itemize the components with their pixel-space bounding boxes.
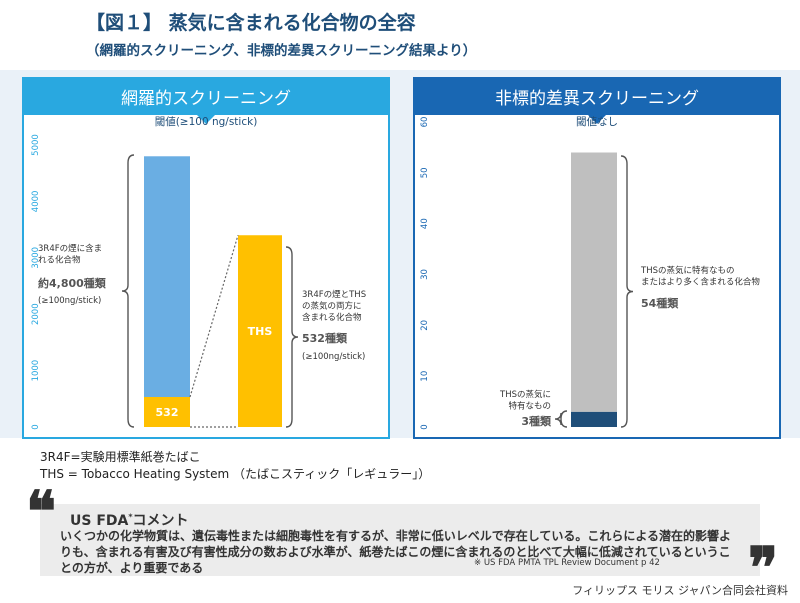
panel-header-band: [415, 79, 779, 124]
y-tick-label-5: 50: [420, 167, 430, 178]
y-tick-label-2: 2000: [31, 303, 41, 325]
open-quote-icon: ❝: [26, 479, 57, 545]
annotation-common-label-line-2: 含まれる化合物: [302, 312, 362, 323]
fda-comment-title-org: US FDA: [70, 513, 129, 529]
y-tick-label-6: 60: [420, 117, 430, 128]
bar-3r4f-segment-0: [144, 396, 190, 427]
fda-comment-body: いくつかの化学物質は、遺伝毒性または細胞毒性を有するが、非常に低いレベルで存在し…: [60, 529, 732, 575]
fda-comment-title-suffix: コメント: [132, 513, 189, 529]
differential-screening-panel: 非標的差異スクリーニング閾値なし 0 10 20 30 40 50 60 THSの蒸気に特有なも…: [413, 77, 781, 439]
bracket-ths-specific: [620, 155, 634, 428]
bar-ths-segment-label-0: THS: [248, 325, 273, 338]
y-tick-label-3: 3000: [31, 247, 41, 269]
bar-ths-segment-1: [571, 152, 617, 412]
y-tick-label-1: 10: [420, 371, 430, 382]
fda-comment-title-mark: *: [128, 512, 133, 522]
panel-threshold: 閾値なし: [576, 115, 618, 128]
y-tick-label-4: 4000: [31, 191, 41, 213]
annotation-common-label-line-1: の蒸気の両方に: [302, 301, 362, 312]
bracket-ths-unique: [554, 410, 568, 428]
footer-credit: フィリップス モリス ジャパン合同会社資料: [572, 584, 788, 597]
y-tick-label-4: 40: [420, 218, 430, 229]
y-tick-label-5: 5000: [31, 134, 41, 156]
comprehensive-screening-panel: 網羅的スクリーニング閾値(≥100 ng/stick) 0 1000 2000 3000…: [22, 77, 390, 439]
panel-title: 非標的差異スクリーニング: [495, 89, 699, 109]
annotation-3r4f-label-line-0: 3R4Fの煙に含ま: [38, 243, 102, 254]
annotation-ths-specific-label-line-1: またはより多く含まれる化合物: [641, 277, 760, 288]
fda-reference: ※ US FDA PMTA TPL Review Document p 42: [474, 558, 660, 568]
bar-3r4f-segment-1: [144, 156, 190, 397]
annotation-3r4f-count: 約4,800種類: [38, 276, 107, 290]
annotation-ths-specific-count: 54種類: [641, 296, 679, 310]
y-tick-label-2: 20: [420, 320, 430, 331]
note-3r4f-definition: 3R4F=実験用標準紙巻たばこ: [40, 450, 201, 464]
page-title: 【図１】 蒸気に含まれる化合物の全容: [86, 12, 416, 34]
bar-ths-segment-0: [238, 235, 282, 427]
annotation-common-label-line-0: 3R4Fの煙とTHS: [302, 290, 366, 300]
panel-header-band: [24, 79, 388, 124]
annotation-3r4f-label-line-1: れる化合物: [38, 255, 81, 266]
y-tick-label-3: 30: [420, 269, 430, 280]
bar-ths-segment-0: [571, 411, 617, 427]
connector-top-dotted-line: [189, 235, 239, 398]
bar-3r4f-segment-label-0: 532: [156, 406, 179, 419]
y-tick-label-0: 0: [420, 424, 430, 429]
annotation-common-threshold: (≥100ng/stick): [302, 352, 365, 362]
fda-comment-box: [40, 504, 760, 576]
annotation-ths-unique-label-line-1: 特有なもの: [508, 401, 551, 412]
bracket-3r4f: [121, 154, 135, 428]
annotation-ths-unique-count: 3種類: [521, 414, 552, 428]
annotation-ths-unique-label-line-0: THSの蒸気に: [499, 389, 551, 400]
page-subtitle: （網羅的スクリーニング、非標的差異スクリーニング結果より）: [86, 43, 477, 59]
y-tick-label-1: 1000: [31, 360, 41, 382]
close-quote-icon: ❞: [748, 535, 779, 601]
bracket-common: [285, 246, 299, 428]
annotation-ths-specific-label-line-0: THSの蒸気に特有なもの: [640, 265, 734, 276]
note-ths-definition: THS = Tobacco Heating System （たばこスティック「レ…: [40, 467, 431, 481]
y-tick-label-0: 0: [31, 424, 41, 429]
annotation-common-count: 532種類: [302, 331, 348, 345]
annotation-3r4f-threshold: (≥100ng/stick): [38, 296, 101, 306]
panel-title: 網羅的スクリーニング: [121, 89, 291, 109]
fda-comment-title: US FDA*コメント: [70, 510, 189, 530]
panel-threshold: 閾値(≥100 ng/stick): [155, 115, 258, 128]
